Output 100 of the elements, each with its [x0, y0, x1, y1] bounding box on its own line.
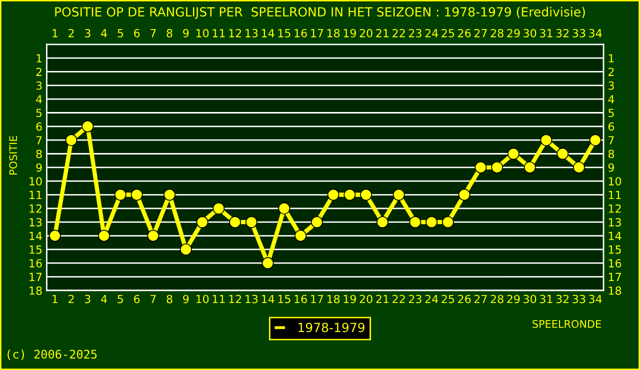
- x2-tick-label: 23: [408, 28, 422, 38]
- x2-tick-label: 5: [118, 29, 123, 38]
- x2-tick-label: 32: [556, 28, 569, 38]
- x2-tick-label: 8: [166, 28, 172, 38]
- x-tick-label: 30: [524, 294, 536, 304]
- x2-tick-label: 30: [524, 28, 536, 38]
- x-tick-label: 12: [229, 294, 242, 304]
- x-tick-label: 15: [278, 294, 290, 304]
- y-tick-label: 8: [36, 150, 42, 158]
- x2-tick-label: 2: [68, 28, 74, 38]
- y-axis-title: POSITIE: [9, 136, 18, 174]
- x2-tick-label: 6: [134, 28, 140, 38]
- point: [212, 202, 225, 214]
- y2-tick-label: 8: [608, 150, 614, 158]
- y-tick-label: 18: [30, 286, 42, 295]
- x2-tick-label: 7: [150, 29, 156, 38]
- x-tick-label: 33: [572, 294, 586, 304]
- x-tick-label: 7: [150, 294, 156, 304]
- point: [376, 216, 388, 228]
- text: (c) 2006-2025: [8, 350, 97, 360]
- point: [572, 161, 585, 174]
- point: [48, 230, 61, 242]
- y2-tick-label: 3: [608, 81, 614, 90]
- x2-tick-label: 3: [84, 28, 90, 38]
- y-tick-label: 3: [36, 81, 42, 90]
- x2-tick-label: 29: [507, 28, 520, 38]
- x-tick-label: 8: [166, 294, 172, 304]
- x2-tick-label: 19: [344, 28, 356, 38]
- x2-tick-label: 1: [52, 29, 58, 38]
- x2-tick-label: 17: [311, 29, 324, 38]
- point: [392, 188, 405, 201]
- x-tick-label: 25: [442, 294, 454, 304]
- point: [491, 161, 504, 174]
- x2-tick-label: 33: [572, 28, 586, 38]
- x-tick-label: 5: [118, 294, 123, 304]
- x2-tick-label: 14: [262, 29, 274, 38]
- point: [327, 188, 340, 201]
- y-tick-label: 13: [30, 218, 42, 226]
- x2-tick-label: 12: [229, 28, 242, 38]
- x2-tick-label: 15: [278, 29, 290, 38]
- point: [114, 188, 126, 201]
- x2-tick-label: 26: [458, 28, 471, 38]
- x-tick-label: 20: [360, 294, 372, 304]
- x-tick-label: 24: [425, 294, 438, 304]
- x2-tick-label: 25: [442, 28, 454, 38]
- y-tick-label: 16: [30, 259, 42, 268]
- point: [556, 148, 569, 160]
- x2-tick-label: 18: [327, 28, 340, 38]
- x2-tick-label: 9: [183, 28, 189, 38]
- y-tick-label: 9: [36, 163, 42, 172]
- point: [540, 134, 552, 146]
- x2-tick-label: 27: [474, 28, 487, 38]
- point: [344, 188, 356, 201]
- x-tick-label: 31: [540, 294, 552, 304]
- y2-tick-label: 1: [608, 54, 614, 62]
- x-tick-label: 21: [376, 294, 388, 304]
- y-tick-label: 14: [30, 232, 42, 240]
- y2-tick-label: 10: [608, 177, 622, 186]
- y-tick-label: 17: [30, 272, 42, 281]
- x-tick-label: 23: [408, 294, 422, 304]
- x2-tick-label: 16: [294, 28, 307, 38]
- point: [524, 161, 536, 174]
- x-tick-label: 34: [589, 294, 602, 304]
- x-tick-label: 14: [262, 294, 274, 304]
- y-tick-label: 15: [30, 246, 42, 254]
- y2-tick-label: 16: [608, 259, 622, 268]
- x-tick-label: 17: [311, 294, 324, 304]
- x2-tick-label: 10: [196, 28, 209, 38]
- point: [262, 257, 274, 270]
- y-tick-label: 5: [36, 108, 42, 118]
- y-tick-label: 6: [36, 122, 42, 131]
- y2-tick-label: 14: [608, 232, 622, 240]
- x-tick-label: 28: [490, 294, 504, 304]
- x2-tick-label: 13: [246, 28, 258, 38]
- y-tick-label: 12: [30, 204, 42, 213]
- x-tick-label: 19: [344, 294, 356, 304]
- x-tick-label: 6: [134, 294, 140, 304]
- x-tick-label: 4: [101, 294, 107, 304]
- point: [474, 161, 487, 174]
- y-tick-label: 2: [36, 68, 42, 76]
- x2-tick-label: 11: [212, 29, 225, 38]
- y2-tick-label: 6: [608, 122, 614, 131]
- y2-tick-label: 4: [608, 95, 614, 104]
- point: [180, 243, 192, 256]
- y-tick-label: 11: [30, 190, 42, 199]
- x-tick-label: 11: [212, 294, 225, 304]
- x-tick-label: 29: [507, 294, 520, 304]
- point: [196, 216, 208, 228]
- x-tick-label: 18: [327, 294, 340, 304]
- point: [426, 216, 438, 228]
- x-tick-label: 10: [196, 294, 209, 304]
- chart-title: POSITIE OP DE RANGLIJST PER SPEELROND IN HET SEIZOEN : 1978-1979 (Eredivisie): [55, 6, 585, 19]
- point: [65, 134, 78, 146]
- x-tick-label: 9: [183, 294, 189, 304]
- x2-tick-label: 20: [360, 28, 372, 38]
- x2-tick-label: 31: [540, 28, 552, 38]
- x-tick-label: 22: [392, 294, 405, 304]
- y-tick-label: 4: [36, 95, 42, 104]
- point: [360, 188, 372, 201]
- y2-tick-label: 11: [608, 190, 621, 199]
